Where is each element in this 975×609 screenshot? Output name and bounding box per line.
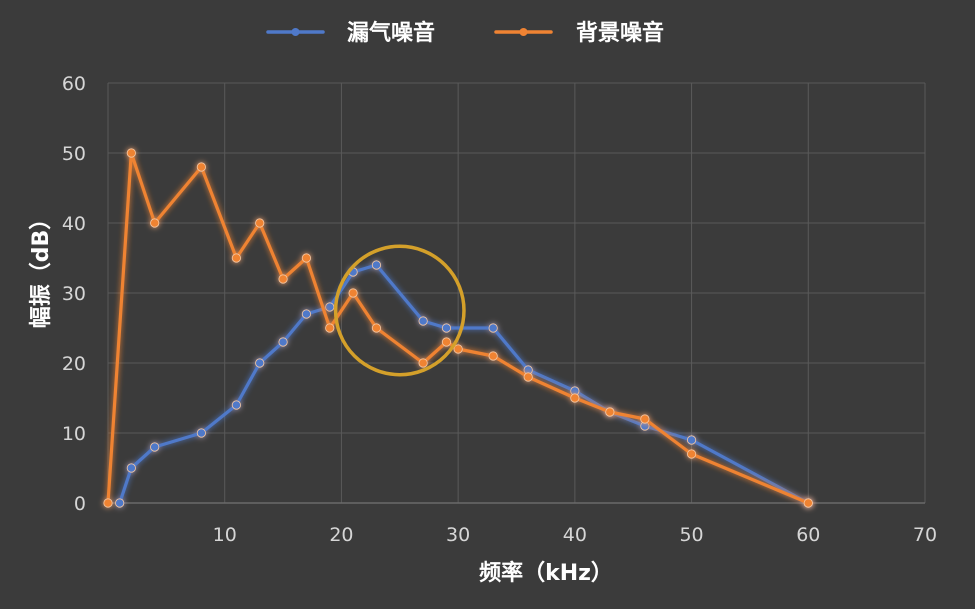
series-layer <box>103 148 813 508</box>
x-tick-label: 10 <box>213 524 237 546</box>
data-point <box>686 449 697 459</box>
y-tick-label: 50 <box>62 143 86 165</box>
legend-item: 背景噪音 <box>494 20 664 46</box>
y-tick-label: 30 <box>62 283 86 305</box>
series-2 <box>103 148 813 508</box>
data-point <box>348 288 358 298</box>
legend-marker <box>291 28 300 36</box>
data-point <box>301 253 312 263</box>
y-axis-ticks: 0 10 20 30 40 50 60 <box>62 73 86 515</box>
data-point <box>371 260 382 270</box>
data-point <box>605 407 615 417</box>
y-tick-label: 40 <box>62 213 86 235</box>
data-point <box>278 274 288 284</box>
data-point <box>196 162 206 172</box>
data-point <box>418 358 428 368</box>
data-point <box>103 498 113 508</box>
annotation-layer <box>333 244 466 377</box>
data-point <box>453 344 463 354</box>
y-axis-title: 幅振（dB） <box>29 208 54 329</box>
y-tick-label: 0 <box>74 493 86 515</box>
data-point <box>301 309 312 319</box>
data-point <box>255 358 265 368</box>
legend-marker <box>519 28 528 36</box>
x-tick-label: 60 <box>796 524 820 546</box>
data-point <box>488 323 498 333</box>
x-tick-label: 20 <box>329 524 353 546</box>
data-point <box>196 428 206 438</box>
data-point <box>115 498 125 508</box>
data-point <box>231 253 241 263</box>
data-point <box>126 148 136 158</box>
x-tick-label: 30 <box>446 524 470 546</box>
x-tick-label: 70 <box>913 524 937 546</box>
legend: 漏气噪音 背景噪音 <box>266 20 664 46</box>
data-point <box>371 323 382 333</box>
x-tick-label: 50 <box>679 524 703 546</box>
data-point <box>325 323 335 333</box>
legend-item: 漏气噪音 <box>266 20 435 46</box>
x-axis-ticks: 10 20 30 40 50 60 70 <box>213 524 937 546</box>
data-point <box>278 337 288 347</box>
data-point <box>441 337 452 347</box>
data-point <box>126 463 136 473</box>
y-tick-label: 10 <box>62 423 86 445</box>
legend-label: 背景噪音 <box>576 20 664 46</box>
data-point <box>441 323 452 333</box>
data-point <box>570 393 580 403</box>
legend-label: 漏气噪音 <box>347 20 435 46</box>
y-tick-label: 20 <box>62 353 86 375</box>
data-point <box>255 218 265 228</box>
x-tick-label: 40 <box>563 524 587 546</box>
data-point <box>150 442 160 452</box>
data-point <box>488 351 498 361</box>
data-point <box>640 414 650 424</box>
y-tick-label: 60 <box>62 73 86 95</box>
data-point <box>325 302 335 312</box>
data-point <box>418 316 428 326</box>
data-point <box>231 400 241 410</box>
data-point <box>686 435 697 445</box>
data-point <box>803 498 813 508</box>
highlight-circle <box>333 244 466 377</box>
x-axis-title: 频率（kHz） <box>479 560 613 586</box>
data-point <box>523 372 533 382</box>
grid <box>107 82 926 504</box>
data-point <box>150 218 160 228</box>
